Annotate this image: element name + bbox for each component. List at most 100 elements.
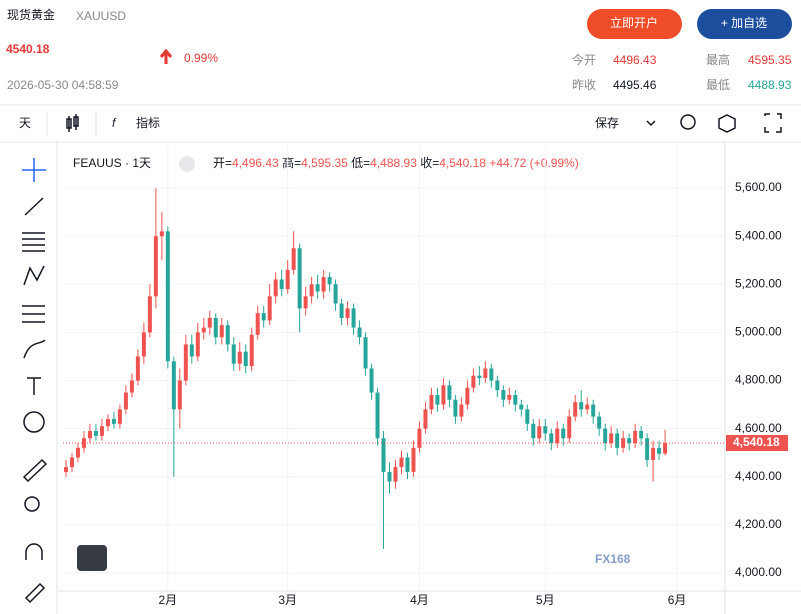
brush-tool[interactable] [23,339,46,359]
candle-body [69,457,74,468]
candle-body [267,296,272,321]
fib-tool[interactable] [22,232,45,252]
candle-body [603,428,608,444]
emoji-tool[interactable] [23,411,45,433]
candle-body [201,327,206,333]
text-tool[interactable] [27,377,41,395]
candle-body [327,277,332,285]
candle-body [147,296,152,333]
candle-body [321,277,326,292]
candle-body [129,380,134,393]
candle-body [663,443,668,454]
tv-logo[interactable] [77,545,107,571]
candle-body [513,394,518,405]
watchlist-button[interactable] [697,9,792,39]
y-tick-label: 4,000.00 [735,565,782,579]
candle-body [207,317,212,328]
watchlist-label: + 加自选 [721,16,767,30]
candle-body [567,416,572,439]
alert-icon[interactable] [680,114,696,130]
candle-body [345,308,350,318]
candle-body [81,438,86,448]
settings-icon[interactable] [718,114,736,133]
candle-body [621,438,626,448]
candle-body [99,426,104,436]
x-tick-label: 5月 [536,593,555,607]
magnet-tool[interactable] [25,543,43,560]
y-tick-label: 4,400.00 [735,469,782,483]
candle-body [627,438,632,444]
stat-value: 4595.35 [748,53,792,67]
zoom-tool[interactable] [24,496,40,512]
candle-body [555,428,560,444]
candle-body [159,231,164,237]
candle-body [243,351,248,367]
x-tick-label: 4月 [410,593,429,607]
stat-label: 昨收 [572,78,596,92]
candle-body [531,423,536,439]
change: 0.99% [184,51,218,65]
y-tick-label: 5,400.00 [735,228,782,242]
collapse-button[interactable] [179,156,195,172]
y-tick-label: 4,200.00 [735,517,782,531]
y-tick-label: 4,600.00 [735,421,782,435]
crosshair-tool[interactable] [22,158,46,182]
candle-body [579,402,584,410]
candle-body [183,344,188,381]
candle-body [369,368,374,393]
candle-body [249,334,254,367]
candle-body [189,344,194,357]
candle-body [585,404,590,410]
fx-icon[interactable]: f [112,116,117,130]
candle-body [609,433,614,444]
price: 4540.18 [6,42,50,56]
candle-body [123,392,128,410]
candle-body [279,279,284,290]
candle-body [615,433,620,448]
ruler-tool[interactable] [22,458,48,483]
candle-body [303,296,308,309]
watermark: FX168 [595,552,631,566]
candle-body [651,447,656,460]
line-tool[interactable] [24,197,44,216]
candle-body [141,332,146,357]
candle-icon[interactable] [66,114,79,132]
candle-body [75,447,80,458]
plot: 4,000.00 4,200.00 4,400.00 4,600.00 4,800.00… [63,145,788,607]
candle-body [495,380,500,391]
save[interactable]: 保存 [595,116,619,130]
legend-label: 低= [351,156,370,170]
indicators[interactable]: 指标 [136,115,160,130]
timestamp: 2026-05-30 04:58:59 [7,78,119,92]
candle-body [195,332,200,357]
candle-body [393,467,398,482]
y-tick-label: 5,600.00 [735,180,782,194]
candle-body [309,284,314,297]
y-tick-label: 4,800.00 [735,373,782,387]
candle-body [357,327,362,338]
candle-body [645,438,650,460]
legend-label: 收= [420,156,439,170]
candle-body [471,375,476,388]
legend-change: +44.72 (+0.99%) [489,156,578,170]
fullscreen-icon[interactable] [764,113,782,133]
open-account-button[interactable] [587,9,682,39]
ohlc-legend: 开=4,496.43 高=4,595.35 低=4,488.93 收=4,540… [213,155,579,170]
dropdown-icon[interactable] [646,120,656,127]
interval[interactable]: 天 [19,116,31,130]
candle-body [153,236,158,297]
projection-tool[interactable] [22,305,45,323]
candle-body [633,431,638,444]
candle-body [255,313,260,335]
candle-body [459,404,464,417]
stat-value: 4496.43 [613,53,657,67]
x-tick-label: 2月 [158,593,177,607]
pattern-tool[interactable] [23,265,45,286]
candle-body [375,392,380,439]
lock-tool[interactable] [24,582,46,604]
candle-body [165,231,170,362]
candle-body [291,248,296,270]
candle-body [105,418,110,427]
candle-body [453,399,458,417]
candle-body [273,279,278,297]
